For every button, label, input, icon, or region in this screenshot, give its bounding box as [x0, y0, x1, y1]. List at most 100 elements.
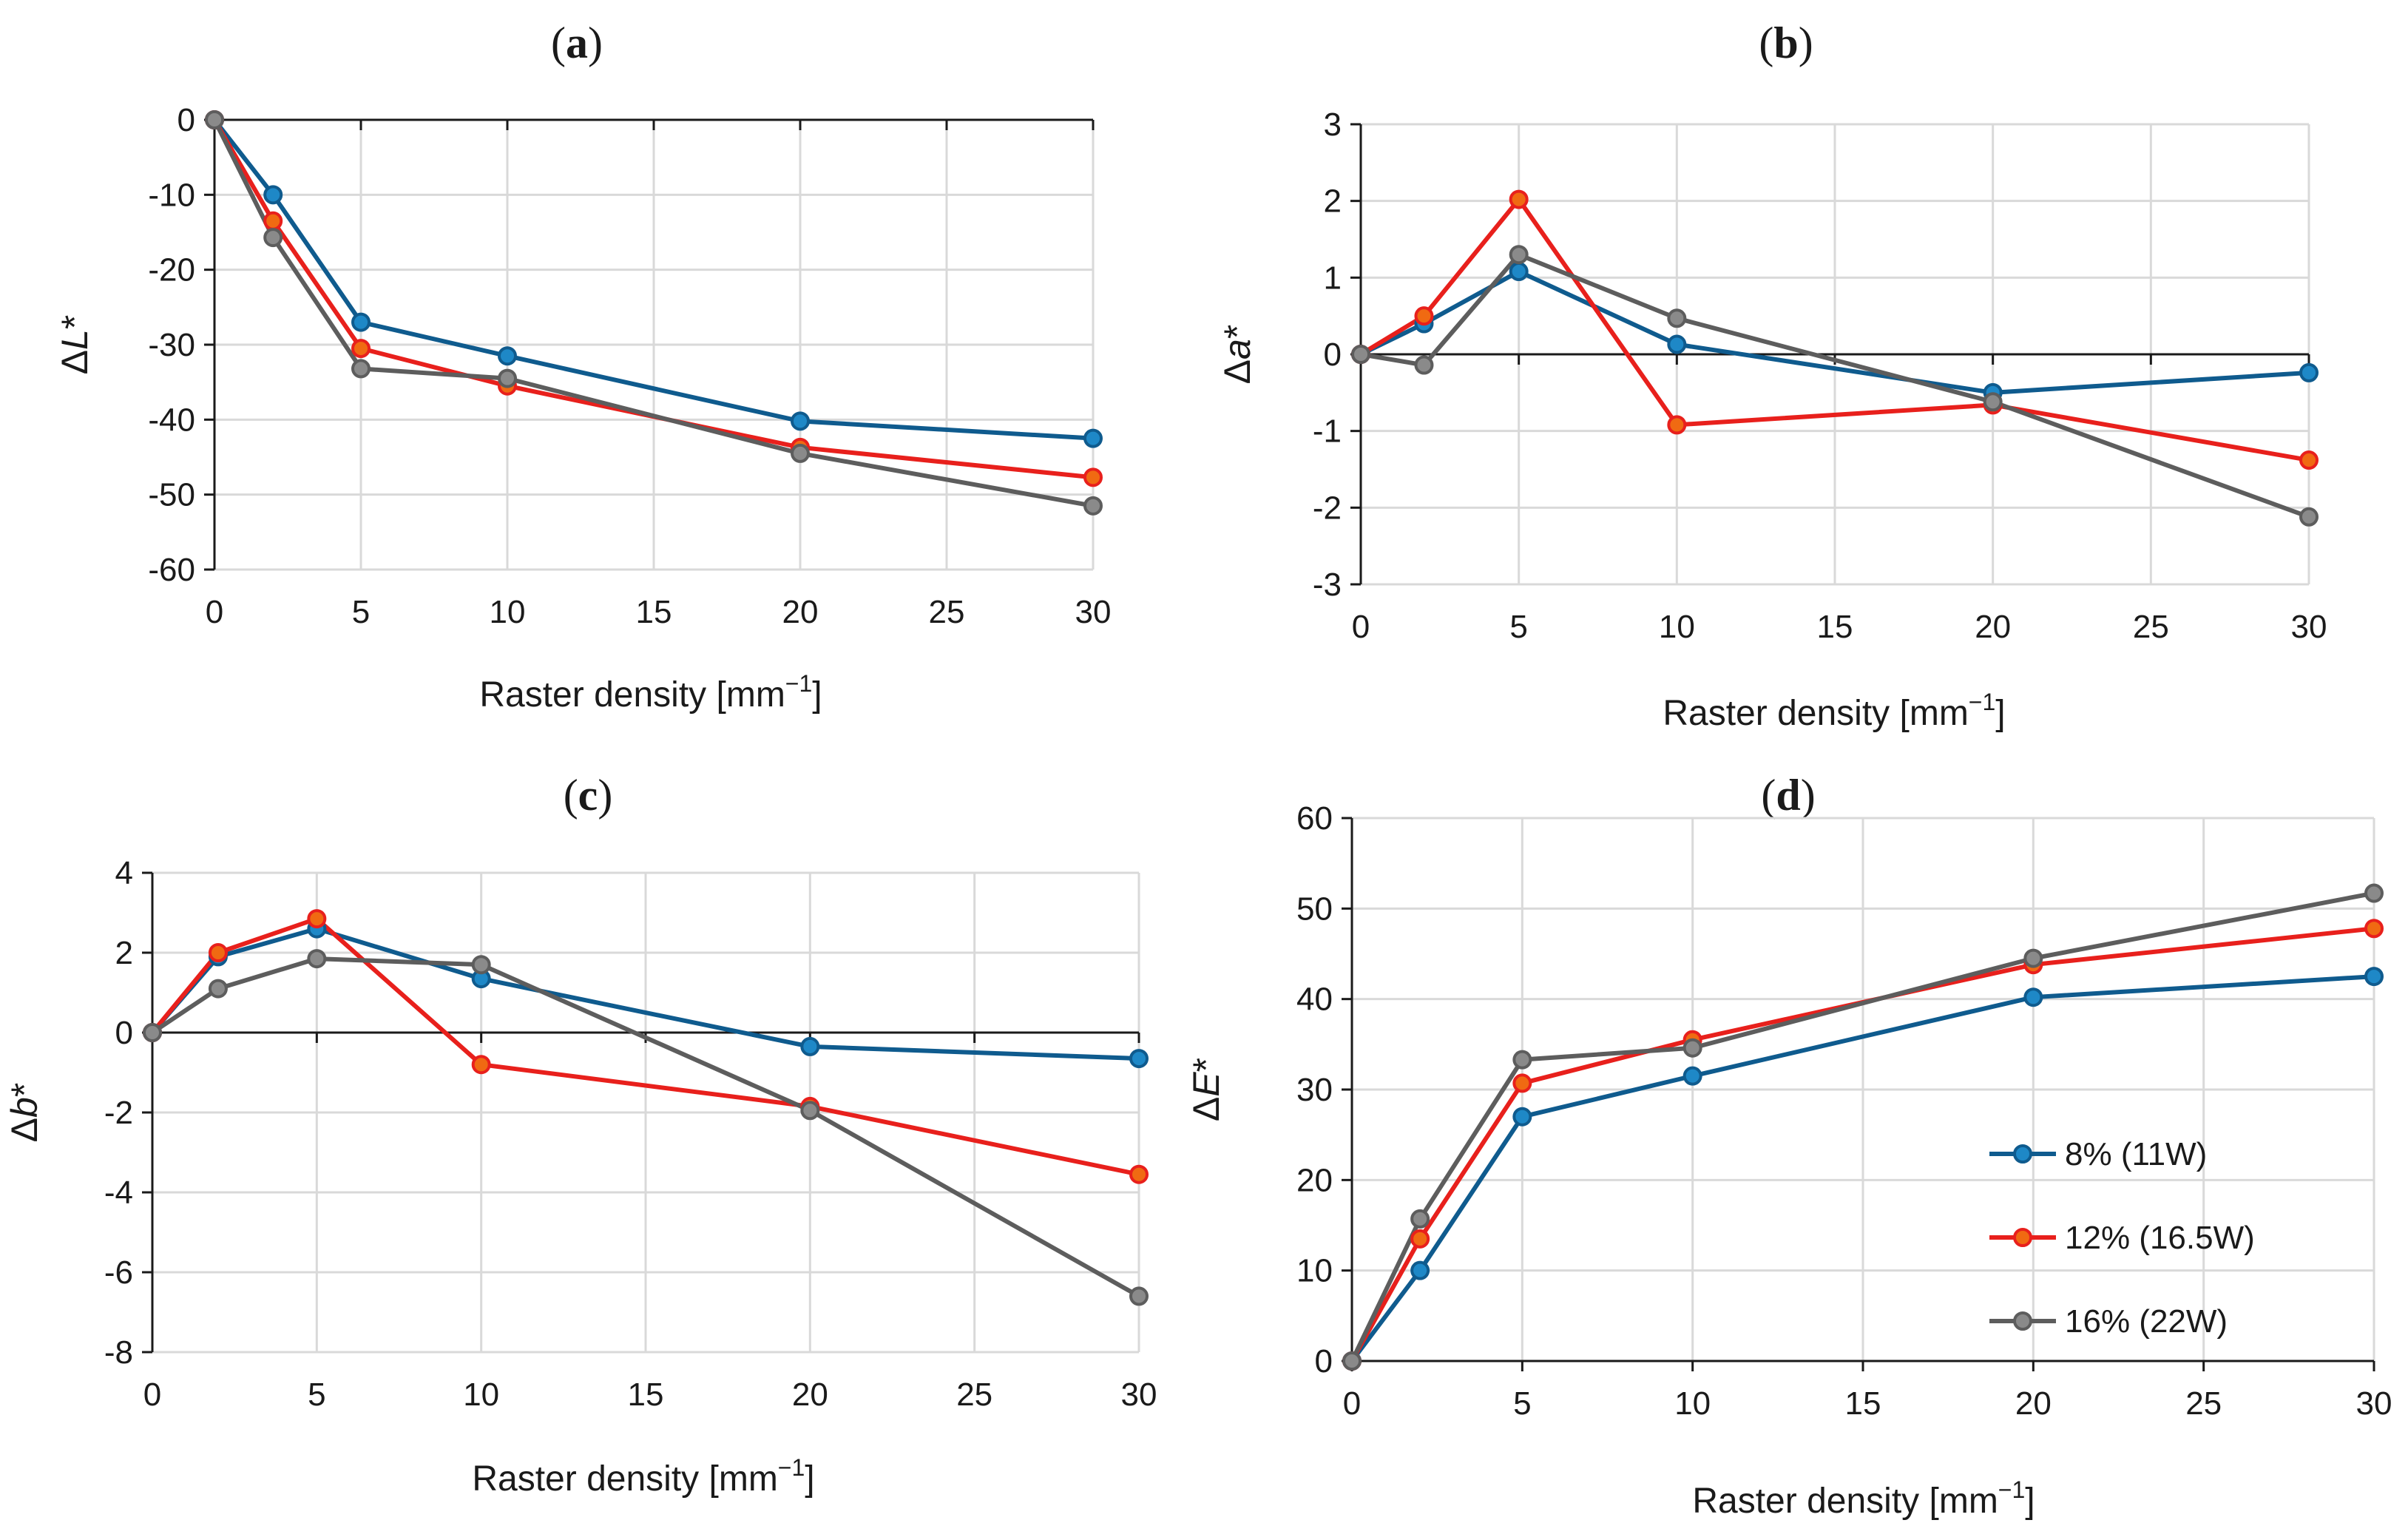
y-tick-label: 40	[1296, 982, 1333, 1018]
data-point	[208, 979, 228, 999]
data-point	[471, 955, 491, 975]
legend-label: 16% (22W)	[2065, 1303, 2228, 1340]
data-point	[498, 368, 517, 388]
y-tick-label: -6	[104, 1254, 133, 1291]
x-tick-label: 25	[956, 1377, 992, 1413]
x-tick-label: 20	[2015, 1385, 2052, 1422]
x-tick-label: 15	[1817, 609, 1853, 645]
y-tick-label: 1	[1324, 260, 1342, 296]
data-point	[1509, 262, 1529, 282]
series-line-2	[1350, 926, 2375, 1362]
x-tick-label: 5	[1513, 1385, 1531, 1422]
y-tick-label: -30	[148, 327, 195, 363]
x-axis-label: Raster density [mm−1]	[1692, 1476, 2035, 1521]
x-tick-label: 30	[2291, 609, 2327, 645]
x-tick-label: 0	[1352, 609, 1370, 645]
x-label-superscript: −1	[1969, 689, 1995, 715]
x-tick-label: 30	[1121, 1377, 1157, 1413]
x-tick-label: 5	[1509, 609, 1527, 645]
data-point	[1351, 345, 1370, 364]
y-tick-label: -2	[1313, 490, 1342, 526]
x-label-text: Raster density [mm	[472, 1459, 777, 1499]
y-tick-label: -1	[1313, 413, 1342, 450]
panel-title: (a)	[551, 18, 603, 67]
x-label-close: ]	[805, 1459, 814, 1499]
x-tick-label: 30	[2356, 1385, 2392, 1422]
title-close-paren: )	[588, 18, 603, 67]
series-line-2	[212, 118, 1094, 480]
data-point	[307, 949, 327, 969]
y-tick-label: 2	[1324, 183, 1342, 220]
title-open-paren: (	[1761, 771, 1776, 820]
data-point	[1414, 355, 1434, 375]
y-tick-label: 20	[1296, 1162, 1333, 1198]
panel-title: (c)	[564, 771, 613, 820]
data-point	[791, 411, 810, 431]
data-point	[1410, 1209, 1430, 1229]
title-panel-letter: d	[1776, 771, 1800, 820]
data-point	[1129, 1286, 1149, 1306]
x-tick-label: 25	[929, 594, 965, 630]
x-tick-label: 20	[1975, 609, 2011, 645]
title-panel-letter: c	[578, 771, 598, 820]
data-point	[2299, 507, 2319, 527]
x-axis-label: Raster density [mm−1]	[472, 1454, 814, 1499]
y-label-variable: a	[1217, 339, 1258, 359]
y-tick-label: -8	[104, 1334, 133, 1371]
panel-d: (d) 60 50 40 30 20 10 00 5 10 15 20 25 30 Raster densi…	[1186, 771, 2392, 1521]
legend-swatch-marker	[2013, 1144, 2032, 1164]
data-point	[800, 1101, 820, 1121]
data-point	[205, 110, 224, 129]
data-point	[2364, 919, 2384, 939]
y-label-variable: b	[4, 1097, 45, 1118]
title-close-paren: )	[598, 771, 612, 820]
x-tick-label: 20	[782, 594, 819, 630]
x-tick-label: 5	[308, 1377, 325, 1413]
y-tick-label: -10	[148, 177, 195, 213]
y-tick-label: -60	[148, 552, 195, 588]
x-label-text: Raster density [mm	[479, 675, 785, 715]
x-tick-label: 5	[352, 594, 370, 630]
x-axis-label: Raster density [mm−1]	[479, 670, 822, 715]
data-point	[1410, 1260, 1430, 1280]
y-label-delta: Δ	[4, 1118, 45, 1142]
y-label-variable: E	[1186, 1072, 1227, 1097]
series-line-3	[1350, 891, 2375, 1362]
y-tick-label: -4	[104, 1175, 133, 1211]
x-label-text: Raster density [mm	[1692, 1482, 1998, 1521]
data-point	[1342, 1351, 1362, 1371]
y-label-delta: Δ	[1186, 1097, 1227, 1121]
data-point	[1083, 428, 1103, 448]
panel-title: (b)	[1759, 18, 1813, 67]
series-line-2	[150, 916, 1140, 1177]
x-tick-label: 20	[792, 1377, 828, 1413]
series-line-1	[212, 118, 1094, 441]
data-point	[263, 228, 283, 248]
data-point	[2023, 987, 2043, 1007]
x-tick-label: 10	[490, 594, 526, 630]
y-tick-label: -50	[148, 477, 195, 513]
data-point	[498, 346, 517, 366]
y-tick-label: 2	[115, 935, 133, 971]
y-label-star: *	[1186, 1058, 1227, 1072]
data-point	[1083, 467, 1103, 487]
y-tick-label: 0	[1324, 337, 1342, 373]
series-line-1	[1350, 974, 2375, 1362]
y-tick-label: 60	[1296, 800, 1333, 837]
data-point	[143, 1023, 162, 1042]
data-point	[1083, 496, 1103, 516]
x-tick-label: 0	[1343, 1385, 1361, 1422]
data-point	[1129, 1049, 1149, 1069]
series-line-3	[212, 118, 1094, 508]
y-axis-label: ΔL*	[54, 315, 95, 375]
data-point	[1509, 245, 1529, 265]
legend-label: 8% (11W)	[2065, 1136, 2207, 1172]
legend-swatch-marker	[2013, 1311, 2032, 1331]
title-close-paren: )	[1801, 771, 1816, 820]
data-point	[1682, 1066, 1702, 1086]
data-point	[1512, 1107, 1532, 1127]
data-point	[263, 211, 283, 231]
x-tick-label: 25	[2133, 609, 2169, 645]
y-tick-label: 50	[1296, 891, 1333, 927]
